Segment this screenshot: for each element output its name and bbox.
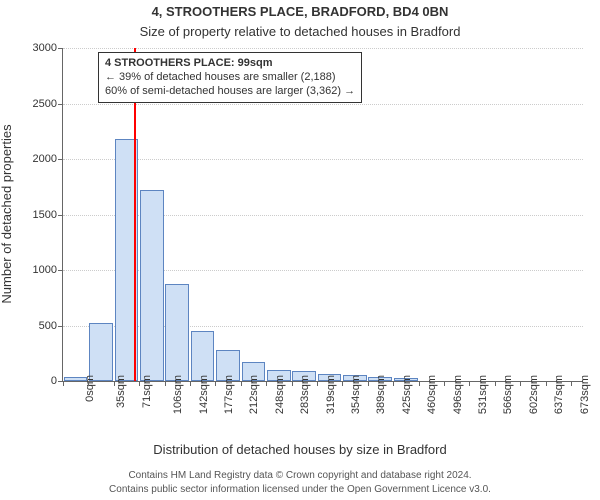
x-tick bbox=[266, 381, 267, 386]
y-tick-label: 2000 bbox=[33, 153, 57, 165]
x-tick bbox=[165, 381, 166, 386]
y-tick-label: 500 bbox=[39, 320, 57, 332]
x-tick-label: 460sqm bbox=[426, 375, 438, 414]
x-tick-label: 35sqm bbox=[115, 375, 127, 408]
y-tick-label: 1500 bbox=[33, 209, 57, 221]
x-tick bbox=[469, 381, 470, 386]
x-tick-label: 531sqm bbox=[477, 375, 489, 414]
x-tick-label: 283sqm bbox=[299, 375, 311, 414]
x-tick-label: 496sqm bbox=[452, 375, 464, 414]
x-tick-label: 389sqm bbox=[375, 375, 387, 414]
y-tick-label: 3000 bbox=[33, 42, 57, 54]
x-tick-label: 319sqm bbox=[325, 375, 337, 414]
annotation-line3: 60% of semi-detached houses are larger (… bbox=[105, 85, 355, 99]
footer-licence: Contains public sector information licen… bbox=[0, 484, 600, 495]
x-tick-label: 566sqm bbox=[502, 375, 514, 414]
grid-line bbox=[63, 104, 583, 105]
chart-container: 4, STROOTHERS PLACE, BRADFORD, BD4 0BN S… bbox=[0, 0, 600, 500]
x-tick bbox=[63, 381, 64, 386]
x-tick bbox=[520, 381, 521, 386]
x-tick-label: 354sqm bbox=[350, 375, 362, 414]
x-tick-label: 177sqm bbox=[223, 375, 235, 414]
x-tick-label: 71sqm bbox=[141, 375, 153, 408]
histogram-bar bbox=[191, 331, 215, 381]
grid-line bbox=[63, 159, 583, 160]
x-tick bbox=[114, 381, 115, 386]
x-tick-label: 106sqm bbox=[172, 375, 184, 414]
x-tick bbox=[393, 381, 394, 386]
x-tick-label: 637sqm bbox=[553, 375, 565, 414]
y-tick bbox=[58, 326, 63, 327]
y-tick-label: 0 bbox=[51, 375, 57, 387]
y-tick-label: 2500 bbox=[33, 98, 57, 110]
x-tick-label: 425sqm bbox=[401, 375, 413, 414]
histogram-bar bbox=[140, 190, 164, 381]
y-tick bbox=[58, 215, 63, 216]
histogram-bar bbox=[165, 284, 189, 381]
x-tick bbox=[241, 381, 242, 386]
y-axis-label: Number of detached properties bbox=[0, 124, 14, 303]
x-tick bbox=[292, 381, 293, 386]
x-tick-label: 212sqm bbox=[248, 375, 260, 414]
grid-line bbox=[63, 48, 583, 49]
y-tick bbox=[58, 270, 63, 271]
y-tick bbox=[58, 48, 63, 49]
x-tick bbox=[368, 381, 369, 386]
x-tick-label: 673sqm bbox=[579, 375, 591, 414]
histogram-bar bbox=[89, 323, 113, 381]
x-tick bbox=[571, 381, 572, 386]
x-tick bbox=[546, 381, 547, 386]
annotation-line2: ← 39% of detached houses are smaller (2,… bbox=[105, 71, 355, 85]
title-address: 4, STROOTHERS PLACE, BRADFORD, BD4 0BN bbox=[0, 4, 600, 19]
x-tick bbox=[317, 381, 318, 386]
annotation-line1: 4 STROOTHERS PLACE: 99sqm bbox=[105, 57, 355, 71]
x-tick bbox=[139, 381, 140, 386]
title-subtitle: Size of property relative to detached ho… bbox=[0, 24, 600, 39]
annotation-box: 4 STROOTHERS PLACE: 99sqm ← 39% of detac… bbox=[98, 52, 362, 103]
x-tick-label: 602sqm bbox=[528, 375, 540, 414]
x-tick-label: 248sqm bbox=[274, 375, 286, 414]
x-tick bbox=[215, 381, 216, 386]
x-tick-label: 0sqm bbox=[84, 375, 96, 402]
x-axis-label: Distribution of detached houses by size … bbox=[0, 442, 600, 457]
x-tick bbox=[190, 381, 191, 386]
footer-copyright: Contains HM Land Registry data © Crown c… bbox=[0, 470, 600, 481]
x-tick bbox=[495, 381, 496, 386]
y-tick bbox=[58, 159, 63, 160]
x-tick bbox=[444, 381, 445, 386]
x-tick bbox=[419, 381, 420, 386]
y-tick-label: 1000 bbox=[33, 264, 57, 276]
x-tick-label: 142sqm bbox=[198, 375, 210, 414]
y-tick bbox=[58, 104, 63, 105]
x-tick bbox=[88, 381, 89, 386]
x-tick bbox=[342, 381, 343, 386]
